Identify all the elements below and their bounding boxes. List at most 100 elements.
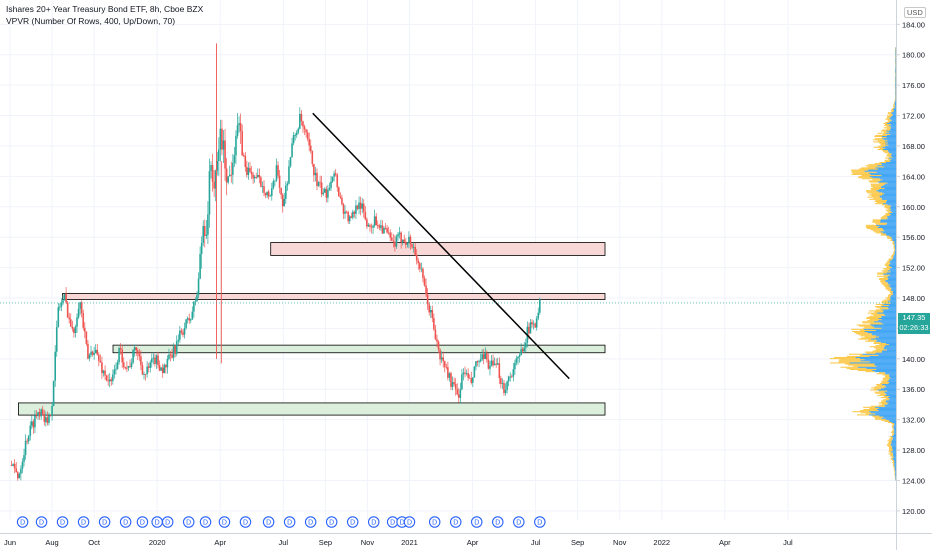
volume-row-up xyxy=(889,122,896,123)
volume-row-down xyxy=(857,324,870,325)
volume-row-up xyxy=(893,294,896,295)
price-tick-label: 164.00 xyxy=(902,172,925,181)
dividend-marker[interactable]: D xyxy=(326,517,336,527)
dividend-marker[interactable]: D xyxy=(387,517,397,527)
volume-row-up xyxy=(875,407,896,408)
time-tick-label: Oct xyxy=(88,538,101,547)
volume-row-down xyxy=(881,218,887,219)
dividend-marker[interactable]: D xyxy=(429,517,439,527)
dividend-marker[interactable]: D xyxy=(78,517,88,527)
dividend-marker[interactable]: D xyxy=(472,517,482,527)
candle-body xyxy=(474,367,476,378)
volume-row-up xyxy=(881,186,896,187)
candle-body xyxy=(262,186,264,187)
candle-body xyxy=(157,355,159,365)
dividend-marker[interactable]: D xyxy=(514,517,524,527)
volume-row-down xyxy=(886,155,890,156)
volume-row-up xyxy=(889,285,896,286)
dividend-marker[interactable]: D xyxy=(305,517,315,527)
dividend-marker[interactable]: D xyxy=(162,517,172,527)
candle-body xyxy=(70,319,72,326)
dividend-marker[interactable]: D xyxy=(200,517,210,527)
dividend-marker[interactable]: D xyxy=(451,517,461,527)
price-tick-label: 172.00 xyxy=(902,112,925,121)
candle-body xyxy=(432,310,434,318)
dividend-marker[interactable]: D xyxy=(535,517,545,527)
candle-body xyxy=(280,188,282,195)
volume-row-down xyxy=(874,417,884,418)
dividend-marker[interactable]: D xyxy=(120,517,130,527)
dividend-marker[interactable]: D xyxy=(36,517,46,527)
price-tick-label: 124.00 xyxy=(902,476,925,485)
volume-row-up xyxy=(894,464,896,465)
candle-body xyxy=(224,140,226,168)
dividend-marker[interactable]: D xyxy=(57,517,67,527)
candle-body xyxy=(76,317,78,326)
volume-row-down xyxy=(889,441,892,442)
dividend-marker[interactable]: D xyxy=(137,517,147,527)
candle-body xyxy=(302,121,304,126)
volume-row-down xyxy=(877,274,883,275)
volume-row-up xyxy=(880,178,896,179)
volume-row-up xyxy=(880,219,896,220)
volume-row-down xyxy=(849,354,863,355)
volume-row-up xyxy=(867,332,896,333)
volume-row-up xyxy=(895,479,896,480)
volume-row-down xyxy=(852,171,865,172)
volume-row-up xyxy=(891,112,896,113)
candle-body xyxy=(54,352,56,381)
candle-body xyxy=(202,226,204,243)
volume-row-up xyxy=(880,180,896,181)
volume-row-down xyxy=(867,228,882,229)
candle-body xyxy=(154,358,156,364)
candle-body xyxy=(319,182,321,183)
volume-row-up xyxy=(890,266,896,267)
volume-row-down xyxy=(891,111,893,112)
candle-body xyxy=(402,240,404,243)
dividend-marker[interactable]: D xyxy=(263,517,273,527)
volume-row-up xyxy=(888,383,896,384)
dividend-letter: D xyxy=(123,520,128,527)
dividend-marker[interactable]: D xyxy=(240,517,250,527)
candle-body xyxy=(481,354,483,359)
dividend-marker[interactable]: D xyxy=(184,517,194,527)
candle-body xyxy=(499,363,501,378)
volume-row-up xyxy=(874,363,896,364)
volume-row-down xyxy=(874,347,884,348)
candle-body xyxy=(389,233,391,238)
candle-body xyxy=(257,175,259,177)
volume-row-down xyxy=(860,410,879,411)
volume-row-down xyxy=(886,289,891,290)
candle-body xyxy=(266,192,268,196)
volume-row-down xyxy=(889,447,892,448)
indicator-label[interactable]: VPVR (Number Of Rows, 400, Up/Down, 70) xyxy=(6,15,203,27)
currency-badge[interactable]: USD xyxy=(904,7,926,18)
volume-row-up xyxy=(895,95,896,96)
dividend-marker[interactable]: D xyxy=(152,517,162,527)
dividend-marker[interactable]: D xyxy=(17,517,27,527)
candle-body xyxy=(282,195,284,207)
volume-row-down xyxy=(871,185,883,186)
dividend-marker[interactable]: D xyxy=(369,517,379,527)
price-tick-label: 156.00 xyxy=(902,233,925,242)
volume-row-down xyxy=(886,236,889,237)
candle-body xyxy=(192,312,194,320)
volume-row-up xyxy=(895,79,896,80)
dividend-marker[interactable]: D xyxy=(493,517,503,527)
volume-row-up xyxy=(870,324,896,325)
volume-row-up xyxy=(894,424,896,425)
dividend-marker[interactable]: D xyxy=(284,517,294,527)
volume-row-up xyxy=(895,100,896,101)
dividend-marker[interactable]: D xyxy=(348,517,358,527)
volume-row-up xyxy=(874,327,896,328)
volume-row-down xyxy=(888,121,891,122)
candle-body xyxy=(87,344,89,359)
dividend-marker[interactable]: D xyxy=(99,517,109,527)
candle-body xyxy=(410,237,412,244)
dividend-marker[interactable]: D xyxy=(404,517,414,527)
volume-row-up xyxy=(888,142,896,143)
volume-row-up xyxy=(890,127,896,128)
dividend-marker[interactable]: D xyxy=(219,517,229,527)
